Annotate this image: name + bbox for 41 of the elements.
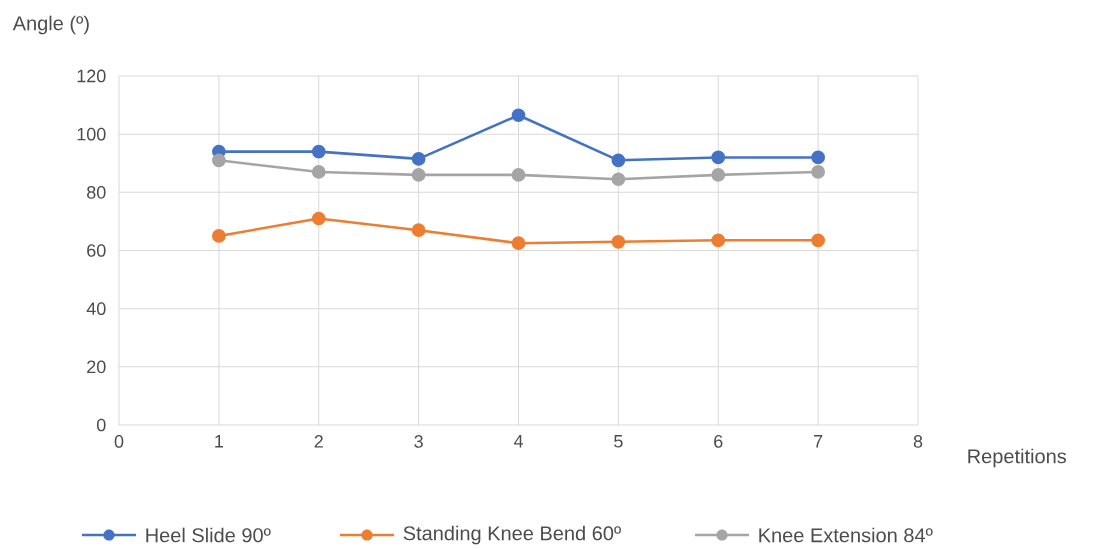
x-tick-label: 1: [215, 435, 224, 448]
y-tick-label: 120: [77, 69, 106, 83]
y-tick-label: 0: [96, 418, 106, 432]
point: [711, 150, 726, 165]
point: [611, 234, 626, 249]
legend-label: Standing Knee Bend 60º: [403, 525, 621, 545]
point: [611, 172, 626, 187]
x-tick-label: 6: [714, 435, 723, 448]
point: [811, 150, 825, 165]
x-tick-label: 8: [913, 435, 923, 448]
point: [311, 165, 326, 179]
point: [311, 144, 326, 159]
point: [711, 233, 726, 248]
y-tick-label: 40: [86, 302, 106, 316]
point: [212, 153, 226, 168]
x-tick-label: 0: [114, 435, 124, 448]
point: [511, 168, 526, 182]
point: [711, 168, 726, 182]
point: [811, 233, 825, 248]
point: [811, 165, 825, 179]
legend-label: Knee Extension 84º: [759, 527, 933, 543]
point: [311, 211, 326, 226]
x-tick-label: 3: [414, 435, 423, 448]
legend-label: Heel Slide 90º: [146, 527, 271, 543]
x-tick-label: 4: [513, 435, 523, 448]
y-tick-label: 60: [87, 244, 106, 257]
x-tick-label: 5: [614, 435, 623, 448]
point: [511, 236, 526, 251]
point: [411, 152, 426, 166]
x-axis-title: Repetitions: [968, 448, 1067, 468]
point: [212, 229, 226, 243]
y-axis-title: Angle (º): [12, 15, 89, 35]
point: [411, 168, 426, 182]
y-tick-label: 80: [87, 185, 106, 199]
x-tick-label: 7: [814, 435, 823, 448]
y-tick-label: 20: [87, 360, 106, 374]
y-tick-label: 100: [77, 127, 106, 141]
point: [611, 153, 626, 168]
point: [511, 108, 526, 123]
point: [411, 223, 426, 238]
x-tick-label: 2: [314, 435, 323, 448]
